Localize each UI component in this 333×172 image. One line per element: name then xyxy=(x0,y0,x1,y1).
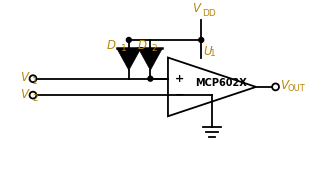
Text: V: V xyxy=(280,79,288,92)
Text: U: U xyxy=(203,45,212,58)
Circle shape xyxy=(148,76,153,81)
Text: 2: 2 xyxy=(32,94,38,103)
Text: 2: 2 xyxy=(151,44,157,53)
Text: −: − xyxy=(175,90,184,100)
Text: D: D xyxy=(107,39,116,52)
Text: 1: 1 xyxy=(121,44,127,53)
Text: V: V xyxy=(192,3,200,15)
Text: MCP602X: MCP602X xyxy=(195,78,247,88)
Text: V: V xyxy=(20,88,28,101)
Text: 1: 1 xyxy=(210,49,216,58)
Polygon shape xyxy=(139,49,162,70)
Text: 1: 1 xyxy=(32,77,38,86)
Circle shape xyxy=(199,37,204,42)
Text: DD: DD xyxy=(202,9,216,18)
Text: V: V xyxy=(20,71,28,84)
Circle shape xyxy=(127,37,131,42)
Text: OUT: OUT xyxy=(287,84,305,93)
Polygon shape xyxy=(117,49,141,70)
Text: +: + xyxy=(175,74,184,84)
Text: D: D xyxy=(138,39,147,52)
